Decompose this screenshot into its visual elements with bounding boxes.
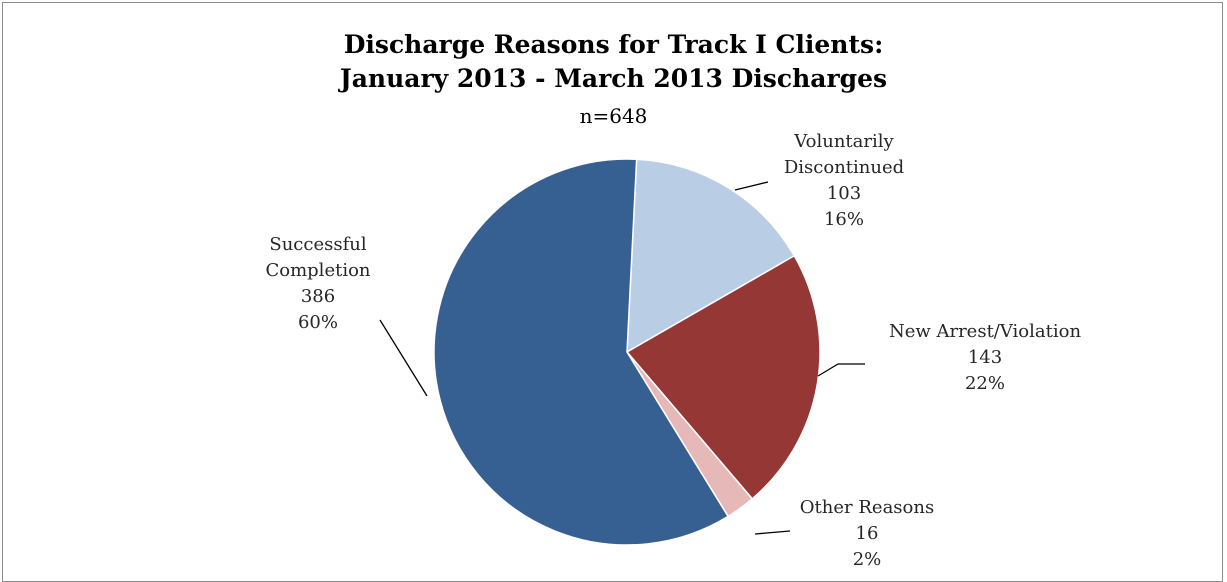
leader-line: [817, 363, 865, 377]
data-label-successful-completion: Successful Completion 386 60%: [265, 234, 370, 333]
leader-line: [754, 530, 791, 535]
data-label-other-reasons: Other Reasons 16 2%: [800, 497, 934, 570]
leader-line: [379, 319, 428, 397]
data-label-voluntarily-discontinued: Voluntarily Discontinued 103 16%: [784, 131, 904, 230]
pie-slice-voluntarily-discontinued: [626, 158, 796, 354]
data-label-new-arrest-violation: New Arrest/Violation 143 22%: [889, 321, 1082, 394]
leader-line: [734, 181, 769, 191]
chart-title-line-1: Discharge Reasons for Track I Clients:: [343, 30, 884, 59]
pie-slice-new-arrest-violation: [625, 254, 821, 500]
pie-slice-successful-completion: [433, 158, 730, 546]
chart-subtitle: n=648: [579, 104, 648, 128]
chart-title-line-2: January 2013 - March 2013 Discharges: [339, 64, 888, 93]
